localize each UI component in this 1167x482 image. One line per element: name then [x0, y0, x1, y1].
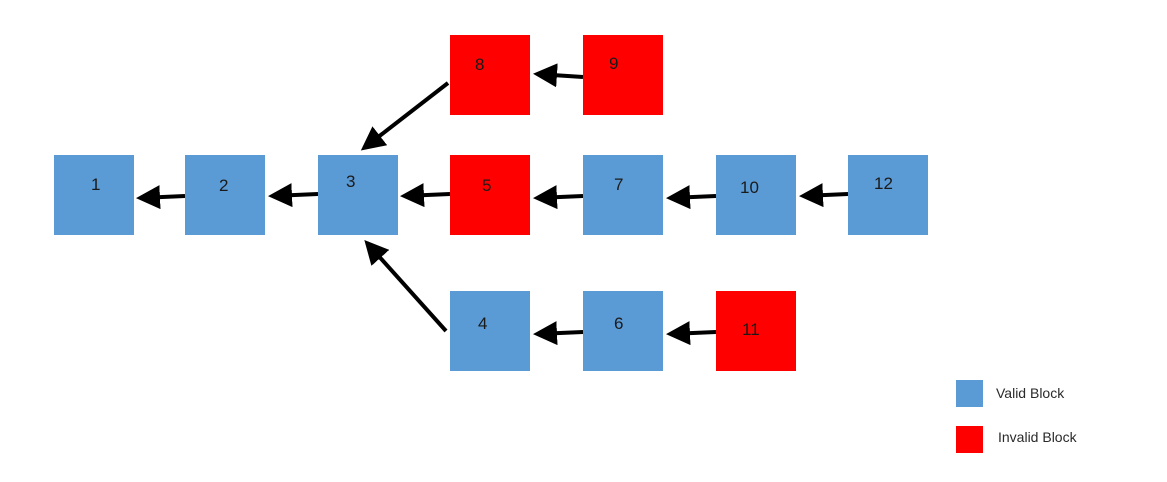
block-5-box [450, 155, 530, 235]
arrow-4-to-3 [364, 240, 448, 333]
block-1: 1 [54, 155, 134, 235]
arrow-7-to-5 [533, 185, 584, 210]
block-12-box [848, 155, 928, 235]
block-5: 5 [450, 155, 530, 235]
block-11: 11 [716, 291, 796, 371]
arrow-6-to-4 [533, 321, 584, 346]
arrow-5-to-3 [400, 183, 451, 208]
block-2: 2 [185, 155, 265, 235]
block-7-label: 7 [614, 175, 623, 194]
legend-invalid-swatch [956, 426, 983, 453]
block-12-label: 12 [874, 174, 893, 193]
block-10: 10 [716, 155, 796, 235]
block-2-box [185, 155, 265, 235]
block-10-label: 10 [740, 178, 759, 197]
block-10-box [716, 155, 796, 235]
block-7-box [583, 155, 663, 235]
block-12: 12 [848, 155, 928, 235]
arrow-2-to-1 [136, 185, 186, 210]
block-8-box [450, 35, 530, 115]
block-7: 7 [583, 155, 663, 235]
block-9-box [583, 35, 663, 115]
block-6-label: 6 [614, 314, 623, 333]
legend-invalid-label: Invalid Block [998, 429, 1078, 445]
block-2-label: 2 [219, 176, 228, 195]
arrow-9-to-8 [533, 63, 584, 88]
block-3: 3 [318, 155, 398, 235]
arrow-11-to-6 [666, 321, 717, 346]
block-11-box [716, 291, 796, 371]
block-4: 4 [450, 291, 530, 371]
block-6-box [583, 291, 663, 371]
block-8: 8 [450, 35, 530, 115]
block-9-label: 9 [609, 54, 618, 73]
edges-layer [136, 63, 849, 346]
block-4-box [450, 291, 530, 371]
block-6: 6 [583, 291, 663, 371]
block-1-label: 1 [91, 175, 100, 194]
block-11-label: 11 [742, 320, 760, 339]
arrow-3-to-2 [268, 183, 319, 208]
legend: Valid Block Invalid Block [956, 380, 1078, 453]
legend-valid-label: Valid Block [996, 385, 1065, 401]
block-3-label: 3 [346, 172, 355, 191]
arrow-8-to-3 [360, 81, 450, 151]
arrow-10-to-7 [666, 185, 717, 210]
block-1-box [54, 155, 134, 235]
block-5-label: 5 [482, 176, 491, 195]
legend-valid-swatch [956, 380, 983, 407]
block-8-label: 8 [475, 55, 484, 74]
arrow-12-to-10 [799, 183, 849, 208]
block-9: 9 [583, 35, 663, 115]
block-3-box [318, 155, 398, 235]
block-4-label: 4 [478, 314, 487, 333]
